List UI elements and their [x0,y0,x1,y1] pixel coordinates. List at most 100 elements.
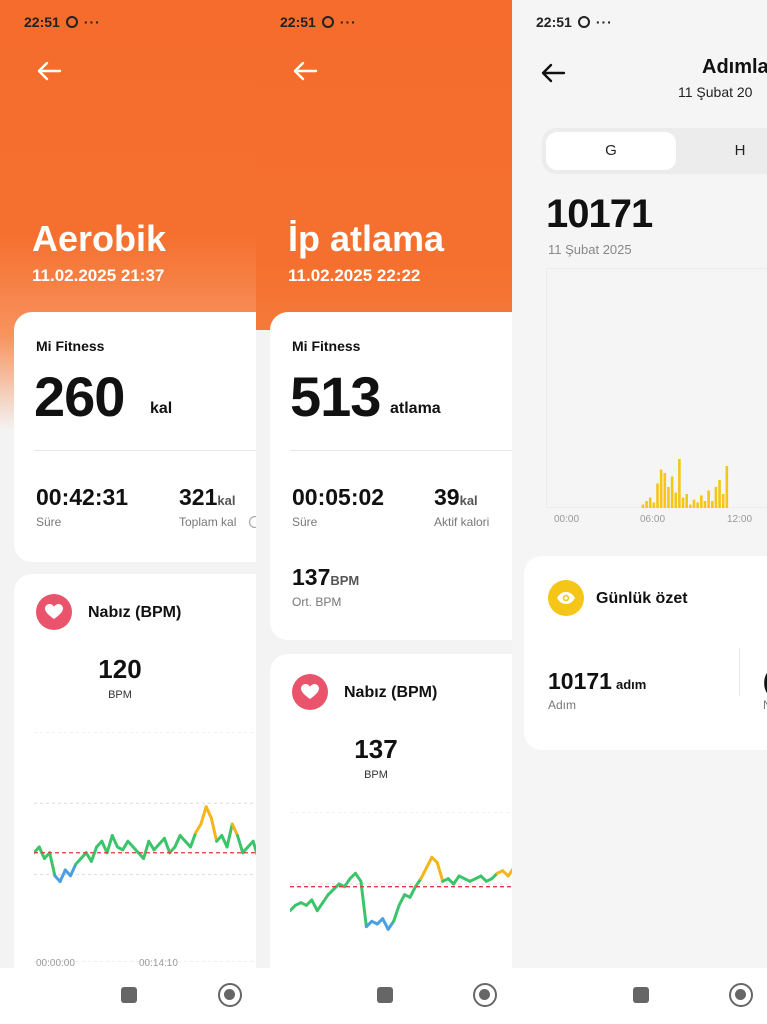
hr-line-segment [392,903,401,923]
hr-line-segment [397,893,407,907]
steps-bar [689,504,692,508]
source-label: Mi Fitness [292,338,361,354]
hr-line-segment [321,893,330,905]
axis-label-06: 06:00 [640,514,666,525]
avg-bpm-label: Ort. BPM [292,595,342,609]
divider [290,450,512,451]
summary-steps-label: Adım [548,698,577,712]
record-icon [577,16,590,28]
summary-card: Mi Fitness 260 kal 00:42:31 Süre 321kal … [14,312,256,562]
more-icon: ··· [595,14,613,30]
hr-line-segment [359,879,368,929]
avg-bpm-stat: 137BPM [292,564,359,591]
heart-rate-card: Nabız (BPM) 120 BPM 00:00:00 00:14:10 [14,574,256,968]
steps-bar [725,466,729,508]
active-kal-stat: 39kal [434,484,478,511]
summary-cut-value: ( [763,668,767,695]
tab-day[interactable]: G [546,132,676,170]
axis-label-12: 12:00 [727,514,753,525]
hr-line-segment [199,805,208,826]
hr-line-segment [209,816,219,843]
status-time: 22:51 [24,14,60,30]
duration-label: Süre [292,515,318,529]
steps-bar [714,487,718,508]
hr-line-segment [353,871,363,883]
period-tabs: G H [542,128,767,174]
status-bar: 22:51 ··· [24,14,101,30]
hr-line-segment [419,866,428,881]
hr-line-segment [89,845,99,863]
steps-bar [700,495,703,508]
info-icon[interactable] [248,515,256,529]
heart-rate-title: Nabız (BPM) [88,604,182,621]
hr-line-segment [424,855,434,870]
hr-line-segment [408,885,417,899]
steps-bar [703,501,707,508]
hr-line-segment [310,898,319,913]
recents-icon[interactable] [633,987,649,1003]
record-icon [65,16,78,28]
steps-bar [645,501,648,508]
total-kal-value: 321 [179,484,218,510]
steps-bar [707,490,710,508]
steps-bar [641,504,645,508]
hr-line-segment [204,805,213,820]
status-bar: 22:51 ··· [536,14,613,30]
recents-icon[interactable] [121,987,137,1003]
steps-bar-chart [546,268,767,508]
status-time: 22:51 [536,14,572,30]
hr-line-segment [142,839,151,860]
back-arrow-icon[interactable] [34,56,64,86]
active-kal-label: Aktif kalori [434,515,490,529]
heart-rate-title: Nabız (BPM) [344,684,438,701]
back-arrow-icon[interactable] [538,58,568,88]
steps-bar [663,473,667,508]
hr-line-segment [48,851,57,878]
summary-card: Mi Fitness 513 atlama 00:05:02 Süre 39ka… [270,312,512,640]
heart-rate-chart [290,812,512,931]
back-arrow-icon[interactable] [290,56,320,86]
hr-line-segment [58,868,67,883]
summary-title: Günlük özet [596,590,688,607]
avg-bpm-value: 137 [292,564,331,590]
tab-week[interactable]: H [734,142,746,159]
workout-title: İp atlama [288,218,445,259]
steps-bar [670,476,674,508]
total-kal-label: Toplam kal [179,515,237,529]
hero-header [256,0,512,330]
heart-icon [36,594,72,630]
steps-bar [652,502,656,508]
home-icon[interactable] [729,983,753,1007]
hr-line-segment [230,822,239,837]
status-time: 22:51 [280,14,316,30]
hr-line-segment [147,839,156,852]
header-date: 11 Şubat 20 [678,84,753,100]
system-nav-bar [0,968,767,1024]
hr-line-segment [105,834,114,855]
hr-line-segment [173,834,182,849]
summary-steps-stat: 10171 adım [548,668,646,695]
jumps-value: 513 [290,365,381,428]
avg-bpm-unit: BPM [330,573,360,588]
hr-line-segment [110,834,119,849]
source-label: Mi Fitness [36,338,105,354]
steps-bar [685,494,688,508]
hr-line-segment [162,836,172,855]
steps-bar [648,497,652,508]
total-kal-stat: 321kal [179,484,235,511]
home-icon[interactable] [218,983,242,1007]
steps-date: 11 Şubat 2025 [548,242,632,257]
recents-icon[interactable] [377,987,393,1003]
total-kal-unit: kal [217,493,236,508]
hr-line-segment [413,877,423,889]
hr-line-segment [251,839,256,856]
divider [739,648,740,696]
heart-rate-unit: BPM [108,689,132,701]
steps-bar [692,499,696,508]
steps-bar [721,494,725,508]
duration-value: 00:05:02 [292,484,385,510]
hr-line-segment [381,917,390,931]
home-icon[interactable] [473,983,497,1007]
heart-icon [292,674,328,710]
